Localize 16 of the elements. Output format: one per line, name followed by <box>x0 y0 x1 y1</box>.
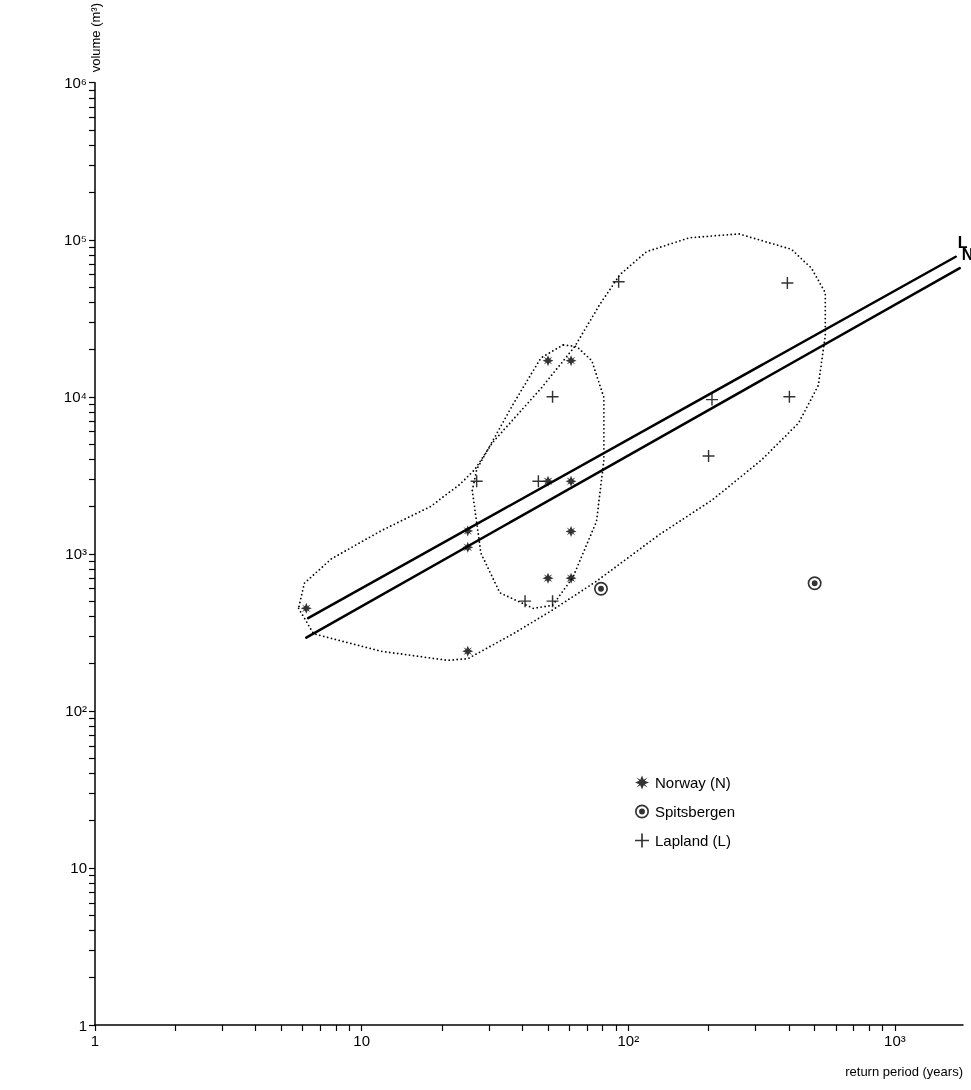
x-tick-label: 1 <box>90 1032 100 1049</box>
x-tick-label: 10 <box>353 1032 370 1049</box>
y-axis-title: volume (m³) <box>87 3 103 73</box>
legend-label: Lapland (L) <box>655 832 731 849</box>
y-tick-label: 10 <box>70 859 87 877</box>
x-tick-label: 10² <box>617 1032 640 1049</box>
y-tick-label: 10⁴ <box>63 388 87 406</box>
x-axis-title: return period (years) <box>845 1064 963 1079</box>
legend-label: Norway (N) <box>655 774 731 791</box>
x-tick-label: 10³ <box>884 1032 906 1049</box>
y-tick-label: 10³ <box>65 545 87 563</box>
y-tick-label: 1 <box>78 1016 87 1034</box>
y-tick-label: 10² <box>65 702 87 720</box>
legend-label: Spitsbergen <box>655 803 736 820</box>
y-tick-label: 10⁶ <box>64 74 87 92</box>
y-tick-label: 10⁵ <box>64 231 87 249</box>
